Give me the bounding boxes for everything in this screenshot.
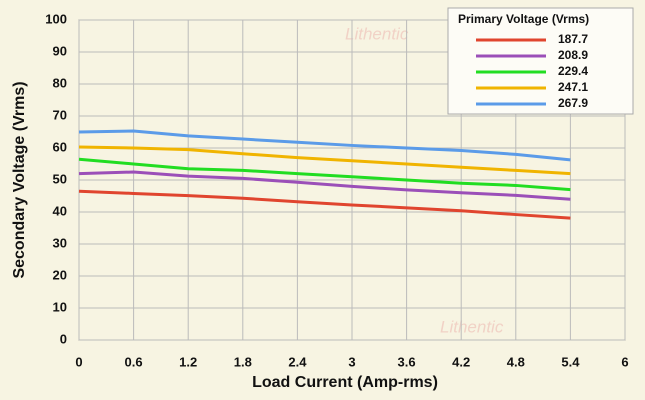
series-line <box>78 145 571 176</box>
y-tick-label: 40 <box>53 203 67 218</box>
x-tick-label: 1.8 <box>234 354 252 369</box>
x-axis-label: Load Current (Amp-rms) <box>252 374 438 391</box>
y-tick-label: 100 <box>45 11 67 26</box>
legend-label: 247.1 <box>558 80 588 94</box>
y-tick-label: 90 <box>53 43 67 58</box>
watermark: Lithentic <box>440 317 504 336</box>
series-line <box>78 157 571 192</box>
x-tick-label: 6 <box>621 354 628 369</box>
series-line <box>78 129 571 162</box>
watermark: Lithentic <box>345 24 409 43</box>
y-tick-label: 50 <box>53 171 67 186</box>
y-tick-label: 10 <box>53 299 67 314</box>
legend-label: 208.9 <box>558 48 588 62</box>
x-tick-label: 3.6 <box>398 354 416 369</box>
legend-label: 187.7 <box>558 32 588 46</box>
x-tick-label: 5.4 <box>561 354 580 369</box>
legend-label: 229.4 <box>558 64 588 78</box>
y-tick-label: 70 <box>53 107 67 122</box>
series-line <box>78 189 571 220</box>
x-tick-label: 0.6 <box>125 354 143 369</box>
series-line <box>78 170 571 201</box>
y-tick-label: 80 <box>53 75 67 90</box>
y-axis-label: Secondary Voltage (Vrms) <box>11 81 28 278</box>
y-tick-label: 0 <box>60 331 67 346</box>
y-tick-label: 30 <box>53 235 67 250</box>
x-tick-label: 4.2 <box>452 354 470 369</box>
legend-label: 267.9 <box>558 96 588 110</box>
x-tick-label: 3 <box>348 354 355 369</box>
x-tick-label: 0 <box>75 354 82 369</box>
legend-title: Primary Voltage (Vrms) <box>458 12 589 26</box>
y-tick-label: 60 <box>53 139 67 154</box>
x-tick-label: 2.4 <box>288 354 307 369</box>
x-tick-label: 4.8 <box>507 354 525 369</box>
legend-box <box>447 7 634 115</box>
x-tick-label: 1.2 <box>179 354 197 369</box>
y-tick-label: 20 <box>53 267 67 282</box>
